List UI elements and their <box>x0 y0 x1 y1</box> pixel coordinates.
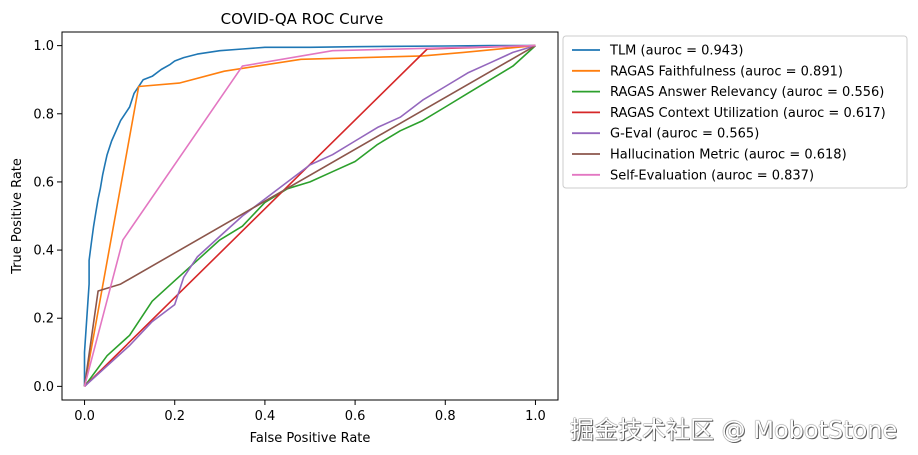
plot-area <box>83 44 537 387</box>
legend-entry-3: RAGAS Context Utilization (auroc = 0.617… <box>610 106 886 121</box>
x-tick-label: 0.6 <box>345 409 366 424</box>
y-tick-label: 0.4 <box>33 244 54 259</box>
legend-entry-4: G-Eval (auroc = 0.565) <box>610 127 759 142</box>
x-axis-label: False Positive Rate <box>250 431 371 446</box>
y-tick-label: 1.0 <box>33 39 54 54</box>
legend: TLM (auroc = 0.943) RAGAS Faithfulness (a… <box>562 35 908 189</box>
series-line-2 <box>83 45 537 387</box>
x-tick-label: 1.0 <box>525 409 546 424</box>
series-line-0 <box>83 44 536 387</box>
plot-frame <box>61 31 559 401</box>
x-tick-label: 0.8 <box>435 409 456 424</box>
chart-title: COVID-QA ROC Curve <box>221 10 384 28</box>
series-line-5 <box>83 44 536 387</box>
x-axis: 0.0 0.2 0.4 0.6 0.8 1.0 <box>74 400 546 424</box>
y-tick-label: 0.0 <box>33 380 54 395</box>
x-tick-label: 0.0 <box>74 409 95 424</box>
y-axis-label: True Positive Rate <box>10 158 25 275</box>
y-axis: 0.0 0.2 0.4 0.6 0.8 1.0 <box>33 39 62 395</box>
y-tick-label: 0.2 <box>33 312 54 327</box>
x-tick-label: 0.2 <box>164 409 185 424</box>
series-line-3 <box>83 44 536 387</box>
y-tick-label: 0.6 <box>33 175 54 190</box>
legend-entry-0: TLM (auroc = 0.943) <box>609 44 743 59</box>
legend-frame <box>562 35 908 189</box>
x-tick-label: 0.4 <box>255 409 276 424</box>
y-tick-label: 0.8 <box>33 107 54 122</box>
series-line-4 <box>83 44 536 387</box>
legend-entry-5: Hallucination Metric (auroc = 0.618) <box>610 148 847 163</box>
series-line-1 <box>83 44 536 387</box>
legend-entry-1: RAGAS Faithfulness (auroc = 0.891) <box>610 64 843 79</box>
legend-entry-2: RAGAS Answer Relevancy (auroc = 0.556) <box>610 85 884 100</box>
series-line-6 <box>83 44 536 387</box>
legend-entry-6: Self-Evaluation (auroc = 0.837) <box>610 168 814 183</box>
watermark-text: 掘金技术社区 @ MobotStone <box>570 416 898 444</box>
